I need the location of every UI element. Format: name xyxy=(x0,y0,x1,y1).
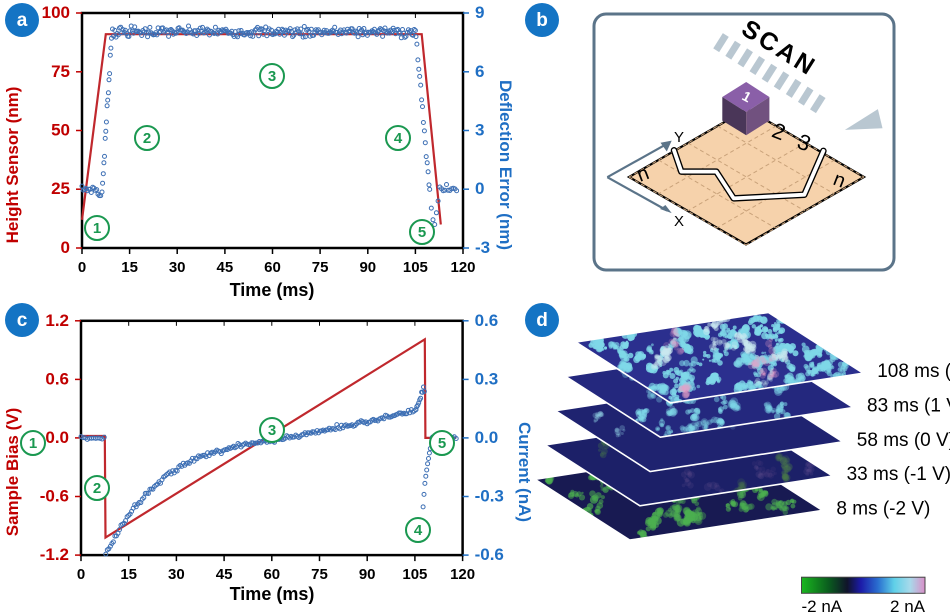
svg-text:b: b xyxy=(536,10,548,31)
svg-text:Sample Bias (V): Sample Bias (V) xyxy=(3,408,22,537)
svg-text:d: d xyxy=(536,310,548,331)
svg-text:9: 9 xyxy=(475,3,484,22)
svg-text:75: 75 xyxy=(311,566,328,583)
svg-text:3: 3 xyxy=(268,422,276,439)
svg-text:Y: Y xyxy=(674,129,684,146)
svg-text:1.2: 1.2 xyxy=(45,311,69,330)
svg-text:3: 3 xyxy=(268,68,276,85)
svg-text:30: 30 xyxy=(168,566,185,583)
svg-text:60: 60 xyxy=(263,566,280,583)
svg-text:a: a xyxy=(17,10,28,31)
svg-text:120: 120 xyxy=(450,259,475,276)
svg-text:6: 6 xyxy=(475,62,484,81)
svg-text:2: 2 xyxy=(93,480,101,497)
svg-text:2: 2 xyxy=(143,130,151,147)
svg-text:108 ms (2 V): 108 ms (2 V) xyxy=(877,361,950,382)
svg-text:Time (ms): Time (ms) xyxy=(230,280,315,300)
svg-text:90: 90 xyxy=(359,566,376,583)
svg-text:105: 105 xyxy=(402,566,427,583)
svg-text:Time (ms): Time (ms) xyxy=(230,584,315,604)
svg-text:75: 75 xyxy=(51,62,70,81)
svg-text:90: 90 xyxy=(359,259,376,276)
svg-text:105: 105 xyxy=(403,259,428,276)
svg-text:Deflection Error (nm): Deflection Error (nm) xyxy=(496,80,515,250)
svg-text:3: 3 xyxy=(475,121,484,140)
svg-text:8 ms (-2 V): 8 ms (-2 V) xyxy=(836,498,930,519)
svg-text:100: 100 xyxy=(42,3,70,22)
svg-text:Height Sensor (nm): Height Sensor (nm) xyxy=(3,87,22,244)
svg-text:83 ms (1 V): 83 ms (1 V) xyxy=(867,396,950,417)
svg-text:45: 45 xyxy=(217,259,234,276)
svg-text:0: 0 xyxy=(78,259,86,276)
svg-text:33 ms (-1 V): 33 ms (-1 V) xyxy=(847,464,950,485)
svg-text:0: 0 xyxy=(61,238,70,257)
svg-text:0.0: 0.0 xyxy=(45,428,69,447)
svg-text:2 nA: 2 nA xyxy=(890,597,926,614)
svg-text:0.0: 0.0 xyxy=(475,428,499,447)
svg-text:0.6: 0.6 xyxy=(475,311,499,330)
svg-text:0.3: 0.3 xyxy=(475,369,499,388)
svg-text:Current (nA): Current (nA) xyxy=(515,422,534,522)
svg-text:30: 30 xyxy=(169,259,186,276)
svg-text:-2 nA: -2 nA xyxy=(802,597,843,614)
svg-text:45: 45 xyxy=(216,566,233,583)
svg-text:-3: -3 xyxy=(475,238,490,257)
svg-text:60: 60 xyxy=(264,259,281,276)
svg-text:75: 75 xyxy=(312,259,329,276)
svg-text:4: 4 xyxy=(414,522,423,539)
svg-text:-0.6: -0.6 xyxy=(40,487,69,506)
svg-text:15: 15 xyxy=(120,566,137,583)
svg-text:1: 1 xyxy=(93,220,101,237)
svg-text:0: 0 xyxy=(475,179,484,198)
svg-text:5: 5 xyxy=(418,224,426,241)
svg-text:50: 50 xyxy=(51,121,70,140)
svg-text:X: X xyxy=(674,213,684,230)
svg-text:0.6: 0.6 xyxy=(45,369,69,388)
svg-text:c: c xyxy=(17,310,28,331)
svg-text:15: 15 xyxy=(121,259,138,276)
svg-text:-0.3: -0.3 xyxy=(475,487,504,506)
svg-text:120: 120 xyxy=(450,566,475,583)
svg-text:0: 0 xyxy=(77,566,85,583)
svg-text:58 ms (0 V): 58 ms (0 V) xyxy=(857,430,950,451)
svg-text:-0.6: -0.6 xyxy=(475,545,504,564)
svg-text:4: 4 xyxy=(394,130,403,147)
svg-text:25: 25 xyxy=(51,179,70,198)
svg-text:5: 5 xyxy=(438,435,446,452)
svg-text:-1.2: -1.2 xyxy=(40,545,69,564)
svg-text:1: 1 xyxy=(29,435,37,452)
